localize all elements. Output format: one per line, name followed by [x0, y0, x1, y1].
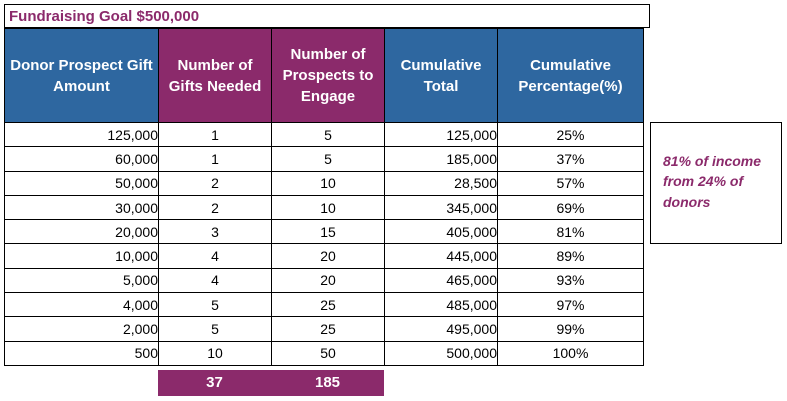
cell-cumulative-percentage: 37%: [497, 146, 644, 172]
table-row: 30,000 2 10 345,000 69%: [4, 194, 644, 221]
cell-gift-amount: 5,000: [4, 267, 159, 294]
cell-cumulative-total: 125,000: [384, 121, 498, 148]
cell-cumulative-percentage: 69%: [497, 194, 644, 221]
cell-gift-amount: 125,000: [4, 121, 159, 148]
cell-gift-amount: 20,000: [4, 219, 159, 245]
cell-prospects: 20: [271, 267, 385, 294]
cell-cumulative-total: 485,000: [384, 292, 498, 318]
cell-gifts-needed: 4: [158, 243, 272, 269]
cell-cumulative-total: 495,000: [384, 316, 498, 342]
table-row: 20,000 3 15 405,000 81%: [4, 219, 644, 245]
cell-gift-amount: 30,000: [4, 194, 159, 221]
cell-prospects: 5: [271, 121, 385, 148]
cell-gift-amount: 10,000: [4, 243, 159, 269]
cell-cumulative-percentage: 89%: [497, 243, 644, 269]
cell-cumulative-percentage: 57%: [497, 170, 644, 196]
table-row: 4,000 5 25 485,000 97%: [4, 292, 644, 318]
cell-gifts-needed: 10: [158, 340, 272, 366]
table-row: 125,000 1 5 125,000 25%: [4, 121, 644, 148]
callout-text: 81% of income from 24% of donors: [663, 153, 762, 210]
cell-cumulative-percentage: 100%: [497, 340, 644, 366]
cell-prospects: 20: [271, 243, 385, 269]
cell-cumulative-total: 500,000: [384, 340, 498, 366]
callout-box: 81% of income from 24% of donors: [650, 122, 782, 244]
total-gifts-needed: 37: [158, 370, 271, 396]
cell-gifts-needed: 1: [158, 146, 272, 172]
cell-gifts-needed: 4: [158, 267, 272, 294]
cell-prospects: 5: [271, 146, 385, 172]
gift-range-table: Donor Prospect Gift Amount Number of Gif…: [4, 28, 644, 366]
cell-gifts-needed: 3: [158, 219, 272, 245]
cell-cumulative-total: 345,000: [384, 194, 498, 221]
title-cell: Fundraising Goal $500,000: [4, 4, 650, 28]
cell-cumulative-total: 185,000: [384, 146, 498, 172]
table-row: 50,000 2 10 28,500 57%: [4, 170, 644, 196]
cell-gift-amount: 4,000: [4, 292, 159, 318]
table-row: 10,000 4 20 445,000 89%: [4, 243, 644, 269]
table-row: 2,000 5 25 495,000 99%: [4, 316, 644, 342]
cell-cumulative-total: 465,000: [384, 267, 498, 294]
cell-cumulative-percentage: 93%: [497, 267, 644, 294]
cell-gifts-needed: 5: [158, 316, 272, 342]
cell-cumulative-total: 445,000: [384, 243, 498, 269]
header-donor-gift-amount: Donor Prospect Gift Amount: [4, 28, 159, 123]
cell-gift-amount: 60,000: [4, 146, 159, 172]
table-row: 500 10 50 500,000 100%: [4, 340, 644, 366]
header-gifts-needed: Number of Gifts Needed: [158, 28, 272, 123]
cell-cumulative-percentage: 81%: [497, 219, 644, 245]
cell-cumulative-total: 28,500: [384, 170, 498, 196]
header-prospects: Number of Prospects to Engage: [271, 28, 385, 123]
cell-gift-amount: 50,000: [4, 170, 159, 196]
cell-cumulative-percentage: 99%: [497, 316, 644, 342]
table-title: Fundraising Goal $500,000: [9, 8, 200, 25]
table-row: 5,000 4 20 465,000 93%: [4, 267, 644, 294]
cell-prospects: 25: [271, 292, 385, 318]
cell-prospects: 10: [271, 194, 385, 221]
cell-cumulative-percentage: 97%: [497, 292, 644, 318]
total-prospects: 185: [271, 370, 384, 396]
header-cumulative-total: Cumulative Total: [384, 28, 498, 123]
cell-gift-amount: 500: [4, 340, 159, 366]
cell-gift-amount: 2,000: [4, 316, 159, 342]
cell-gifts-needed: 5: [158, 292, 272, 318]
cell-cumulative-percentage: 25%: [497, 121, 644, 148]
cell-cumulative-total: 405,000: [384, 219, 498, 245]
cell-prospects: 50: [271, 340, 385, 366]
cell-gifts-needed: 1: [158, 121, 272, 148]
cell-prospects: 15: [271, 219, 385, 245]
cell-gifts-needed: 2: [158, 170, 272, 196]
header-cumulative-percentage: Cumulative Percentage(%): [497, 28, 644, 123]
table-row: 60,000 1 5 185,000 37%: [4, 146, 644, 172]
cell-prospects: 10: [271, 170, 385, 196]
cell-prospects: 25: [271, 316, 385, 342]
cell-gifts-needed: 2: [158, 194, 272, 221]
